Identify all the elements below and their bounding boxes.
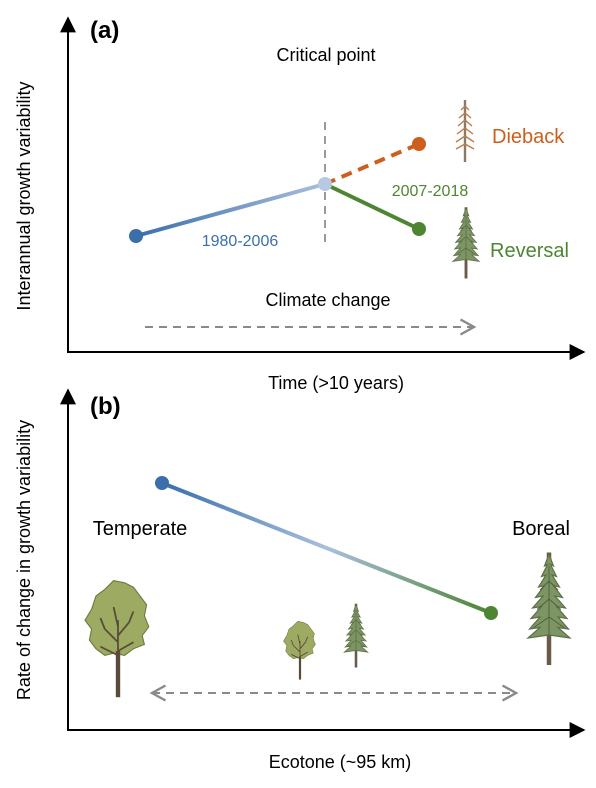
- boreal-label: Boreal: [512, 518, 570, 540]
- reversal-point: [412, 222, 426, 236]
- dieback-point: [412, 137, 426, 151]
- broadleaf-tree-icon: [283, 620, 316, 681]
- temperate-label: Temperate: [93, 518, 188, 540]
- reversal-line: [324, 182, 420, 231]
- boreal-point: [484, 606, 498, 620]
- conifer-icon: [527, 551, 571, 666]
- period1-line: [134, 182, 327, 238]
- conifer-icon: [343, 603, 369, 668]
- panel-b-x-axis-label: Ecotone (~95 km): [269, 752, 412, 772]
- temperate-point: [155, 476, 169, 490]
- panel-b-y-axis-label: Rate of change in growth variability: [14, 420, 34, 700]
- broadleaf-tree-icon: [84, 579, 150, 699]
- panel-b-label: (b): [90, 393, 121, 420]
- panel-a: (a) Interannual growth variability Time …: [14, 16, 586, 393]
- panel-a-label: (a): [90, 17, 119, 44]
- reversal-label: Reversal: [490, 240, 569, 262]
- conifer-icon: [452, 206, 480, 279]
- period2-label: 2007-2018: [392, 183, 469, 200]
- period1-label: 1980-2006: [202, 233, 279, 250]
- dieback-label: Dieback: [492, 126, 565, 148]
- period1-start-point: [129, 229, 143, 243]
- panel-a-y-axis-label: Interannual growth variability: [14, 81, 34, 310]
- climate-change-label: Climate change: [265, 290, 390, 310]
- panel-b: (b) Rate of change in growth variability…: [14, 388, 586, 772]
- critical-point-label: Critical point: [276, 45, 375, 65]
- dead-conifer-icon: [455, 99, 475, 163]
- dieback-line: [324, 142, 420, 186]
- critical-point-marker: [318, 177, 332, 191]
- ecotone-line: [160, 481, 493, 615]
- panel-a-x-axis-label: Time (>10 years): [268, 373, 404, 393]
